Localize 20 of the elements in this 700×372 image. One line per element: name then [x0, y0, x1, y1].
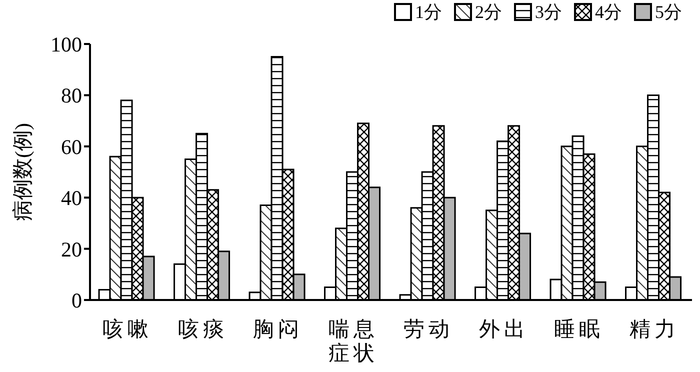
y-axis-title: 病例数(例) [10, 123, 34, 221]
legend-label: 5分 [655, 1, 682, 24]
y-tick-label: 100 [50, 32, 82, 56]
legend-label: 2分 [475, 1, 502, 24]
x-tick-label: 胸闷 [253, 317, 304, 341]
x-tick-label: 喘息症状 [328, 317, 378, 365]
legend-label: 4分 [595, 1, 622, 24]
legend-label: 3分 [535, 1, 562, 24]
legend-label: 1分 [415, 1, 442, 24]
y-tick-label: 40 [61, 186, 82, 210]
x-tick-label: 外出 [478, 317, 529, 341]
y-tick-label: 80 [61, 84, 82, 108]
y-tick-label: 0 [72, 288, 82, 312]
y-tick-label: 60 [61, 134, 82, 159]
x-tick-label: 睡眠 [554, 317, 604, 341]
y-tick-label: 20 [61, 237, 82, 262]
x-tick-label: 精力 [629, 317, 680, 341]
x-tick-label: 劳动 [404, 317, 454, 341]
x-tick-label: 咳痰 [178, 317, 228, 341]
x-tick-label: 咳嗽 [102, 317, 153, 341]
